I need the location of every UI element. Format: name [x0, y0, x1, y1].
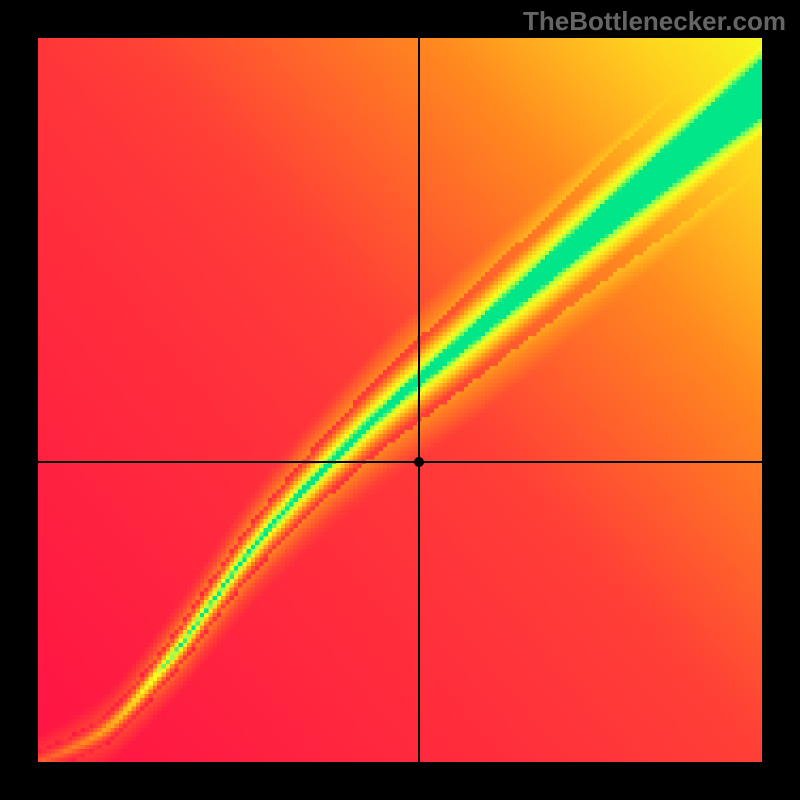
crosshair-vertical	[418, 38, 420, 762]
marker-dot	[414, 457, 424, 467]
crosshair-horizontal	[38, 461, 762, 463]
heatmap-canvas	[38, 38, 762, 762]
watermark-text: TheBottlenecker.com	[523, 6, 786, 37]
